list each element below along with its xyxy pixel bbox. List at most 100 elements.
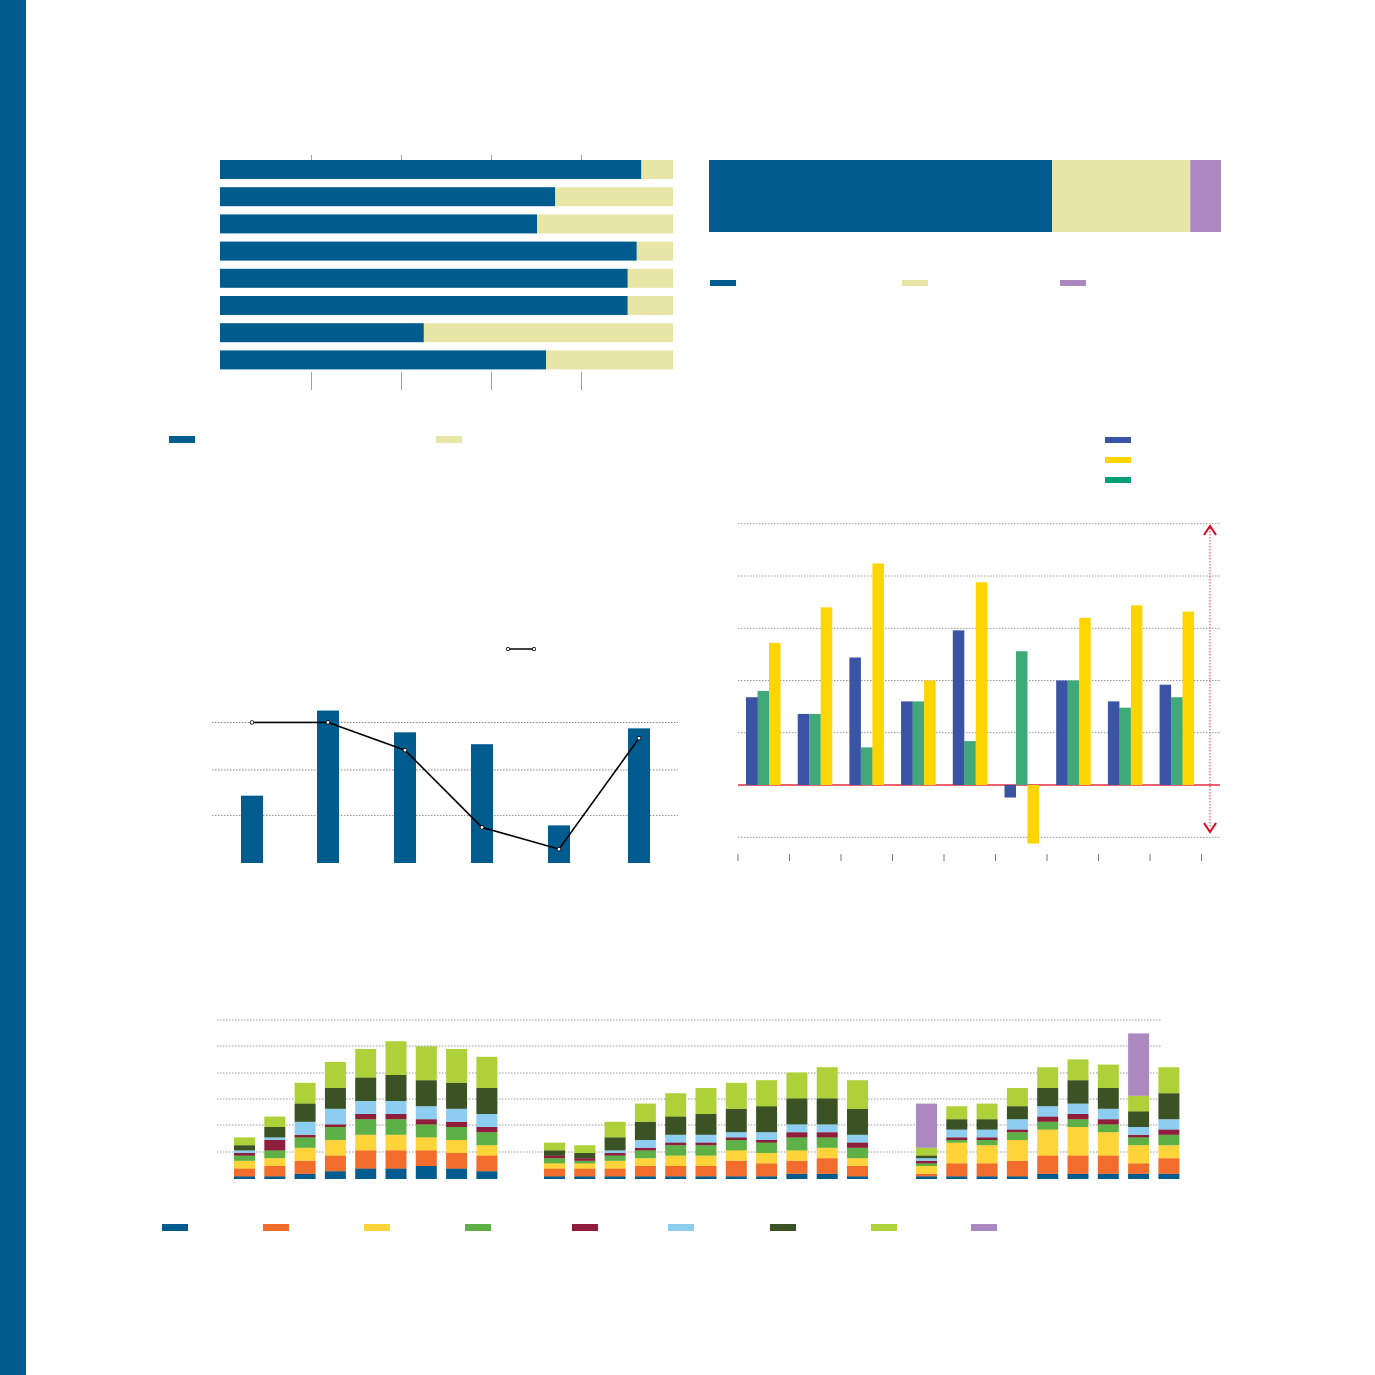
chart5-panel-1-bar-7-series-7 xyxy=(756,1080,778,1107)
chart5-panel-1-bar-0-series-6 xyxy=(544,1150,565,1156)
chart5-panel-2-bar-5-series-7 xyxy=(1067,1059,1089,1081)
chart5-panel-1-bar-10-series-7 xyxy=(847,1080,868,1109)
chart1-bar-1-series-1 xyxy=(555,187,673,207)
chart5-panel-2-bar-1-series-3 xyxy=(946,1140,968,1143)
chart3-bar-0 xyxy=(241,795,263,863)
chart5-panel-1-bar-7-series-3 xyxy=(756,1142,778,1153)
chart5-panel-2-bar-3-series-0 xyxy=(1006,1176,1028,1179)
chart4-bar-5-series-1 xyxy=(1027,785,1039,844)
chart3-bar-2 xyxy=(394,732,416,863)
chart5-panel-2-bar-8-series-4 xyxy=(1158,1129,1180,1135)
chart5-panel-2-bar-7-series-7 xyxy=(1128,1095,1150,1112)
chart5-panel-2-bar-5-series-2 xyxy=(1067,1127,1089,1156)
chart5-panel-2-bar-0-series-4 xyxy=(916,1160,937,1164)
chart5-panel-1-bar-1-series-0 xyxy=(574,1176,596,1179)
chart5-panel-0-bar-2-series-7 xyxy=(294,1082,316,1104)
chart5-panel-2-bar-1-series-6 xyxy=(946,1119,968,1130)
chart5-panel-1-bar-8-series-2 xyxy=(786,1150,808,1161)
chart5-panel-1-bar-8-series-4 xyxy=(786,1132,808,1138)
chart5-panel-1-bar-1-series-1 xyxy=(574,1168,596,1177)
chart4-legend-swatch-0 xyxy=(1105,437,1131,443)
chart5-panel-2-bar-4-series-4 xyxy=(1037,1116,1059,1122)
chart5-panel-0-bar-4-series-3 xyxy=(355,1119,377,1135)
chart4-legend-swatch-2 xyxy=(1105,477,1131,483)
chart1-legend-swatch-1 xyxy=(436,436,462,443)
chart5-panel-1-bar-7-series-6 xyxy=(756,1106,778,1133)
chart5-panel-0-bar-5-series-0 xyxy=(385,1168,407,1179)
chart5-panel-0-bar-2-series-5 xyxy=(294,1121,316,1135)
chart4-bar-2-series-0 xyxy=(849,657,861,785)
chart5-panel-2-bar-7-series-5 xyxy=(1128,1127,1150,1135)
chart5-panel-2-bar-1-series-4 xyxy=(946,1137,968,1140)
chart4-bar-7-series-0 xyxy=(1107,701,1120,785)
chart5-panel-0-bar-6-series-0 xyxy=(415,1166,437,1179)
chart5-panel-0-bar-3-series-4 xyxy=(324,1124,346,1127)
chart5-panel-2-bar-6-series-3 xyxy=(1097,1124,1119,1133)
chart5-panel-1-bar-3-series-3 xyxy=(634,1150,656,1159)
chart5-panel-0-bar-5-series-2 xyxy=(385,1134,407,1151)
chart5-panel-2-bar-8-series-3 xyxy=(1158,1134,1180,1146)
chart4-bar-2-series-1 xyxy=(872,563,884,785)
chart1-bar-6-series-1 xyxy=(423,323,673,343)
chart5-panel-0-bar-7-series-2 xyxy=(446,1140,468,1153)
chart3-bar-line-combo xyxy=(212,647,678,863)
chart5-panel-0-bar-6-series-3 xyxy=(415,1124,437,1138)
chart5-panel-1-bar-5-series-3 xyxy=(695,1145,717,1156)
chart5-panel-0-bar-7-series-6 xyxy=(446,1082,468,1109)
chart5-panel-2-bar-4-series-0 xyxy=(1037,1173,1059,1179)
chart5-panel-2-bar-0-series-2 xyxy=(916,1166,937,1174)
chart4-bar-3-series-2 xyxy=(912,701,925,785)
chart5-panel-1-bar-2-series-5 xyxy=(604,1150,626,1153)
chart5-panel-1-bar-2-series-6 xyxy=(604,1137,626,1151)
chart5-panel-1-bar-9-series-6 xyxy=(816,1098,838,1125)
chart5-panel-0-bar-8-series-1 xyxy=(476,1155,498,1172)
chart5-panel-0-bar-8-series-6 xyxy=(476,1088,498,1114)
chart5-panel-2-bar-1-series-1 xyxy=(946,1163,968,1177)
chart5-panel-0-bar-8-series-0 xyxy=(476,1171,498,1179)
chart5-panel-0-bar-3-series-5 xyxy=(324,1108,346,1125)
chart5-panel-1-bar-7-series-2 xyxy=(756,1153,778,1164)
chart3-line-point-0 xyxy=(249,720,255,725)
chart5-panel-2-bar-4-series-3 xyxy=(1037,1121,1059,1130)
chart5-panel-0-bar-4-series-4 xyxy=(355,1114,377,1120)
chart5-panel-1-bar-2-series-7 xyxy=(604,1121,626,1138)
chart5-panel-0-bar-1-series-0 xyxy=(264,1176,286,1179)
chart5-legend-swatch-7 xyxy=(871,1224,897,1231)
chart3-bar-5 xyxy=(628,728,650,863)
chart4-bar-1-series-2 xyxy=(809,713,821,785)
chart5-panel-0-bar-8-series-5 xyxy=(476,1114,498,1127)
chart5-panel-1-bar-1-series-2 xyxy=(574,1163,596,1169)
chart5-panel-1-bar-8-series-0 xyxy=(786,1173,808,1179)
chart5-panel-1-bar-6-series-7 xyxy=(725,1082,747,1109)
chart5-panel-1-bar-3-series-7 xyxy=(634,1103,656,1122)
chart5-panel-1-bar-9-series-7 xyxy=(816,1067,838,1099)
chart1-stacked-horizontal-bars xyxy=(169,155,673,443)
chart5-panel-0-bar-5-series-5 xyxy=(385,1101,407,1114)
chart5-panel-1-bar-8-series-3 xyxy=(786,1137,808,1151)
chart5-panel-1-bar-5-series-4 xyxy=(695,1142,717,1146)
chart5-panel-2-bar-1-series-7 xyxy=(946,1106,968,1120)
chart5-panel-0-bar-6-series-5 xyxy=(415,1106,437,1120)
chart5-panel-1-bar-10-series-0 xyxy=(847,1176,868,1179)
chart4-bar-4-series-2 xyxy=(964,741,976,785)
chart5-panel-2-bar-8-series-6 xyxy=(1158,1093,1180,1120)
chart5-panel-0-bar-6-series-6 xyxy=(415,1080,437,1107)
chart5-panel-1-bar-4-series-2 xyxy=(665,1155,687,1166)
chart5-panel-2-bar-8-series-1 xyxy=(1158,1158,1180,1174)
chart5-panel-2-bar-2-series-1 xyxy=(976,1163,998,1177)
chart5-panel-2-bar-5-series-0 xyxy=(1067,1173,1089,1179)
chart5-panel-0-bar-5-series-3 xyxy=(385,1119,407,1135)
chart5-panel-2-bar-7-series-4 xyxy=(1128,1134,1150,1138)
chart5-panel-1-bar-8-series-6 xyxy=(786,1098,808,1125)
chart2-segment-0 xyxy=(709,160,1053,232)
chart5-panel-2-bar-0-series-7 xyxy=(916,1147,937,1156)
chart5-panel-2-bar-7-series-6 xyxy=(1128,1111,1150,1127)
chart5-panel-2-bar-2-series-2 xyxy=(976,1145,998,1164)
chart5-panel-1-bar-5-series-1 xyxy=(695,1166,717,1177)
chart5-panel-0-bar-8-series-7 xyxy=(476,1056,498,1088)
chart1-bar-3-series-0 xyxy=(220,241,637,261)
chart3-line-point-3 xyxy=(479,825,485,830)
chart5-panel-2-bar-3-series-3 xyxy=(1006,1132,1028,1140)
chart5-panel-0-bar-3-series-0 xyxy=(324,1171,346,1179)
chart1-bar-7-series-0 xyxy=(220,350,547,370)
